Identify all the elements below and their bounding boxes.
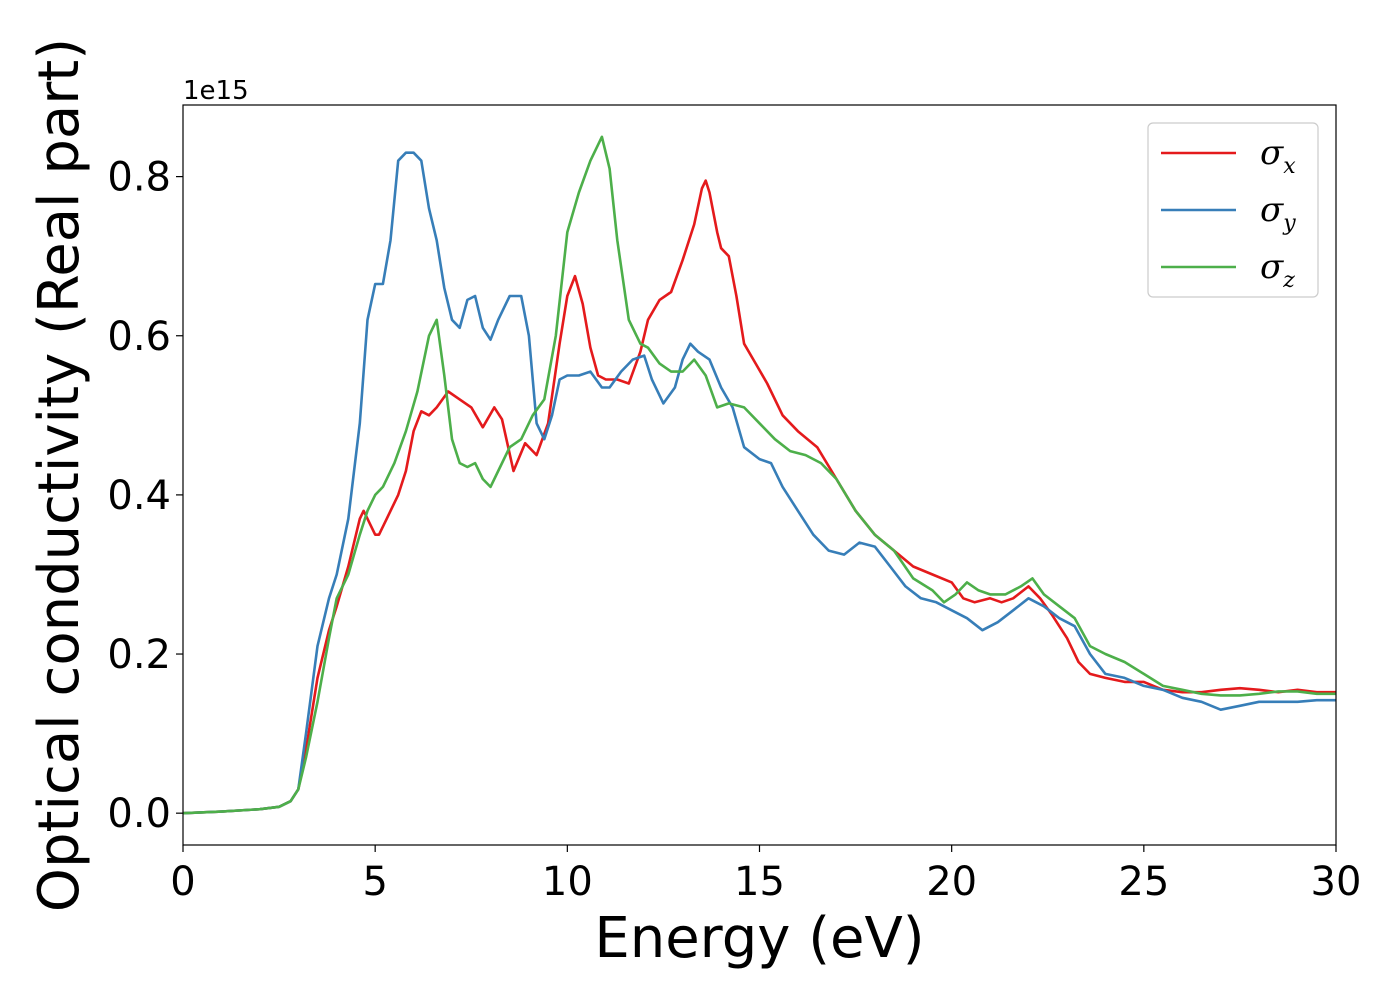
x-tick-label: 0 <box>170 859 195 905</box>
x-tick-label: 30 <box>1311 859 1362 905</box>
x-tick-label: 15 <box>734 859 785 905</box>
y-axis: 0.0 0.2 0.4 0.6 0.8 <box>107 155 183 837</box>
y-tick-label: 0.4 <box>107 473 171 519</box>
series-layer <box>183 135 1336 815</box>
y-tick-label: 0.8 <box>107 155 171 201</box>
series-line-y <box>183 151 1336 815</box>
x-axis: 0 5 10 15 20 25 30 <box>170 845 1361 905</box>
y-tick-label: 0.0 <box>107 791 171 837</box>
x-tick-label: 5 <box>362 859 387 905</box>
y-offset-label: 1e15 <box>183 76 249 106</box>
series-line-z <box>183 135 1336 815</box>
y-axis-title: Optical conductivity (Real part) <box>27 38 92 912</box>
series-line-x <box>183 179 1336 815</box>
x-tick-label: 20 <box>926 859 977 905</box>
legend-label-x: σx <box>1260 133 1296 179</box>
x-tick-label: 10 <box>542 859 593 905</box>
y-tick-label: 0.2 <box>107 632 171 678</box>
x-axis-title: Energy (eV) <box>594 906 924 971</box>
y-tick-label: 0.6 <box>107 314 171 360</box>
x-tick-label: 25 <box>1118 859 1169 905</box>
